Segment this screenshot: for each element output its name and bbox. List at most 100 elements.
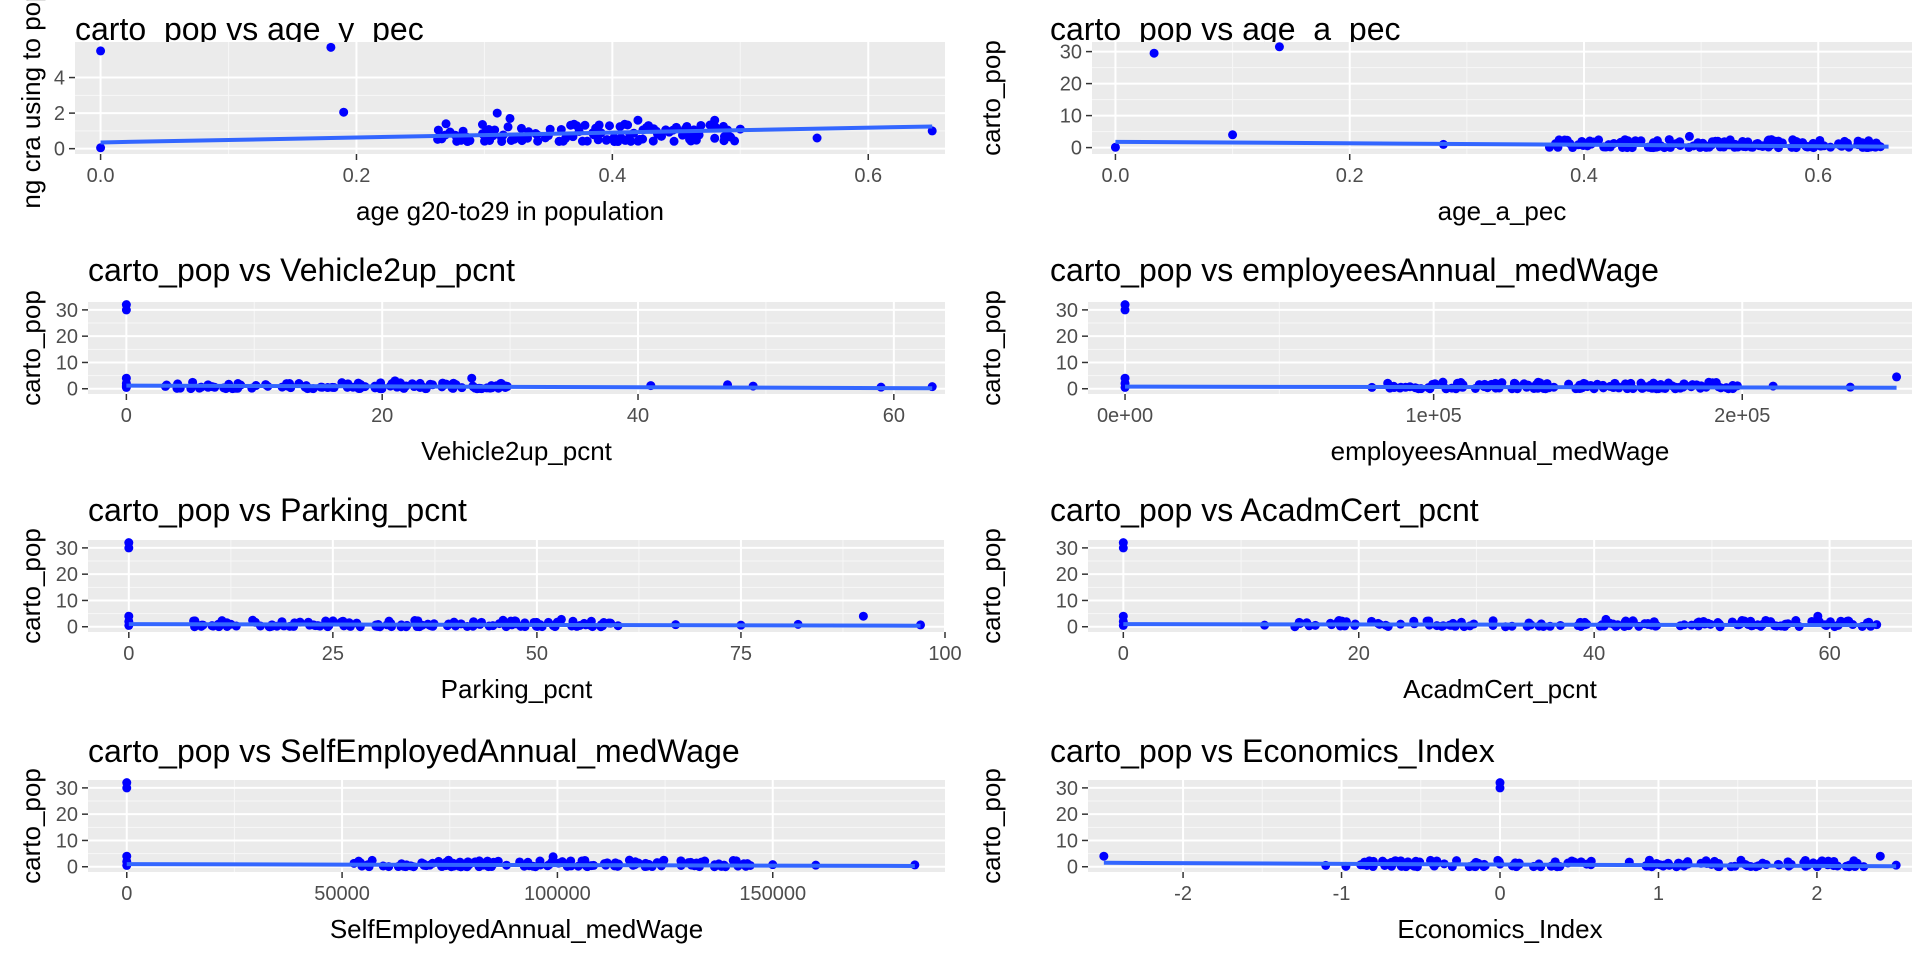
data-point xyxy=(927,126,937,136)
y-tick-label: 30 xyxy=(1056,538,1078,560)
x-axis-label: Economics_Index xyxy=(1397,914,1602,944)
y-tick-label: 10 xyxy=(1060,106,1082,128)
x-tick-label: 2 xyxy=(1811,883,1822,905)
data-point xyxy=(638,134,648,144)
data-point xyxy=(1560,135,1570,145)
y-axis-label: carto_pop xyxy=(16,528,46,644)
data-point xyxy=(730,136,740,146)
x-tick-label: 2e+05 xyxy=(1714,405,1770,427)
panel-title: carto_pop vs AcadmCert_pcnt xyxy=(1050,492,1479,528)
data-point xyxy=(1875,851,1885,861)
x-tick-label: 0.4 xyxy=(1570,165,1598,187)
y-axis-label: ng cra using to pop xyxy=(16,0,46,209)
scatter-panel-6: carto_pop vs AcadmCert_pcnt 0 20 40 60 0 10 20 3… xyxy=(976,492,1912,704)
data-point xyxy=(620,135,630,145)
data-point xyxy=(1118,538,1128,548)
trend-line xyxy=(1115,139,1889,149)
data-point xyxy=(516,123,526,133)
x-tick-label: 25 xyxy=(322,643,344,665)
y-tick-label: 10 xyxy=(56,830,78,852)
panel-background xyxy=(88,302,945,394)
x-tick-label: 50 xyxy=(526,643,548,665)
x-tick-label: 0 xyxy=(1494,883,1505,905)
x-tick-label: 100 xyxy=(928,643,961,665)
x-axis-label: employeesAnnual_medWage xyxy=(1331,436,1670,466)
y-tick-label: 0 xyxy=(1067,857,1078,879)
x-tick-label: 50000 xyxy=(314,883,370,905)
data-point xyxy=(1274,42,1284,52)
panel-title: carto_pop vs age_y_pec xyxy=(75,11,424,47)
data-point xyxy=(124,538,134,548)
x-tick-label: 1 xyxy=(1653,883,1664,905)
y-tick-label: 2 xyxy=(54,103,65,125)
y-tick-label: 10 xyxy=(1056,352,1078,374)
x-tick-label: 0.6 xyxy=(1804,165,1832,187)
x-tick-label: 100000 xyxy=(524,883,591,905)
y-axis-label: carto_pop xyxy=(16,768,46,884)
data-point xyxy=(505,113,515,123)
data-point xyxy=(367,855,377,865)
data-point xyxy=(580,120,590,130)
panel-title: carto_pop vs age_a_pec xyxy=(1050,11,1400,47)
x-tick-label: 0 xyxy=(123,643,134,665)
y-axis-label: carto_pop xyxy=(976,768,1006,884)
data-point xyxy=(669,136,679,146)
data-point xyxy=(1791,616,1801,626)
x-tick-label: 20 xyxy=(1348,643,1370,665)
x-axis-label: age_a_pec xyxy=(1438,196,1567,226)
data-point xyxy=(452,136,462,146)
data-point xyxy=(1684,131,1694,141)
data-point xyxy=(719,132,729,142)
data-point xyxy=(615,122,625,132)
scatter-panel-1: carto_pop vs age_y_pec 0.0 0.2 0.4 0.6 0 2 4 age… xyxy=(16,0,945,226)
y-axis-label: carto_pop xyxy=(976,290,1006,406)
x-tick-label: 20 xyxy=(371,405,393,427)
y-tick-label: 0 xyxy=(1071,138,1082,160)
data-point xyxy=(1620,135,1630,145)
panel-title: carto_pop vs SelfEmployedAnnual_medWage xyxy=(88,733,740,769)
data-point xyxy=(1110,142,1120,152)
y-tick-label: 0 xyxy=(1067,617,1078,639)
data-point xyxy=(858,611,868,621)
data-point xyxy=(582,136,592,146)
y-tick-label: 10 xyxy=(1056,590,1078,612)
data-point xyxy=(633,115,643,125)
data-point xyxy=(1495,778,1505,788)
x-tick-label: 1e+05 xyxy=(1406,405,1462,427)
data-point xyxy=(1892,372,1902,382)
x-tick-label: 0 xyxy=(121,883,132,905)
trend-line xyxy=(126,383,933,391)
data-point xyxy=(1099,851,1109,861)
data-point xyxy=(710,115,720,125)
y-tick-label: 30 xyxy=(1060,42,1082,64)
trend-line xyxy=(1125,384,1897,390)
data-point xyxy=(1630,136,1640,146)
panel-title: carto_pop vs Parking_pcnt xyxy=(88,492,467,528)
data-point xyxy=(1766,135,1776,145)
data-point xyxy=(572,121,582,131)
y-axis-label: carto_pop xyxy=(976,40,1006,156)
y-tick-label: 0 xyxy=(1067,379,1078,401)
data-point xyxy=(390,376,400,386)
x-tick-label: 0.0 xyxy=(87,165,115,187)
y-tick-label: 20 xyxy=(56,804,78,826)
y-tick-label: 0 xyxy=(54,139,65,161)
data-point xyxy=(1438,377,1448,387)
data-point xyxy=(96,143,106,153)
panel-title: carto_pop vs Vehicle2up_pcnt xyxy=(88,252,515,288)
y-tick-label: 20 xyxy=(56,326,78,348)
x-tick-label: 75 xyxy=(730,643,752,665)
x-axis-label: SelfEmployedAnnual_medWage xyxy=(330,914,703,944)
x-tick-label: 40 xyxy=(627,405,649,427)
y-tick-label: 0 xyxy=(67,379,78,401)
y-tick-label: 20 xyxy=(56,564,78,586)
y-tick-label: 30 xyxy=(56,778,78,800)
data-point xyxy=(484,125,494,135)
y-tick-label: 30 xyxy=(56,300,78,322)
y-tick-label: 20 xyxy=(1060,74,1082,96)
y-tick-label: 4 xyxy=(54,68,65,90)
data-point xyxy=(1840,136,1850,146)
x-axis-label: AcadmCert_pcnt xyxy=(1403,674,1597,704)
data-point xyxy=(503,122,513,132)
data-point xyxy=(326,42,336,52)
